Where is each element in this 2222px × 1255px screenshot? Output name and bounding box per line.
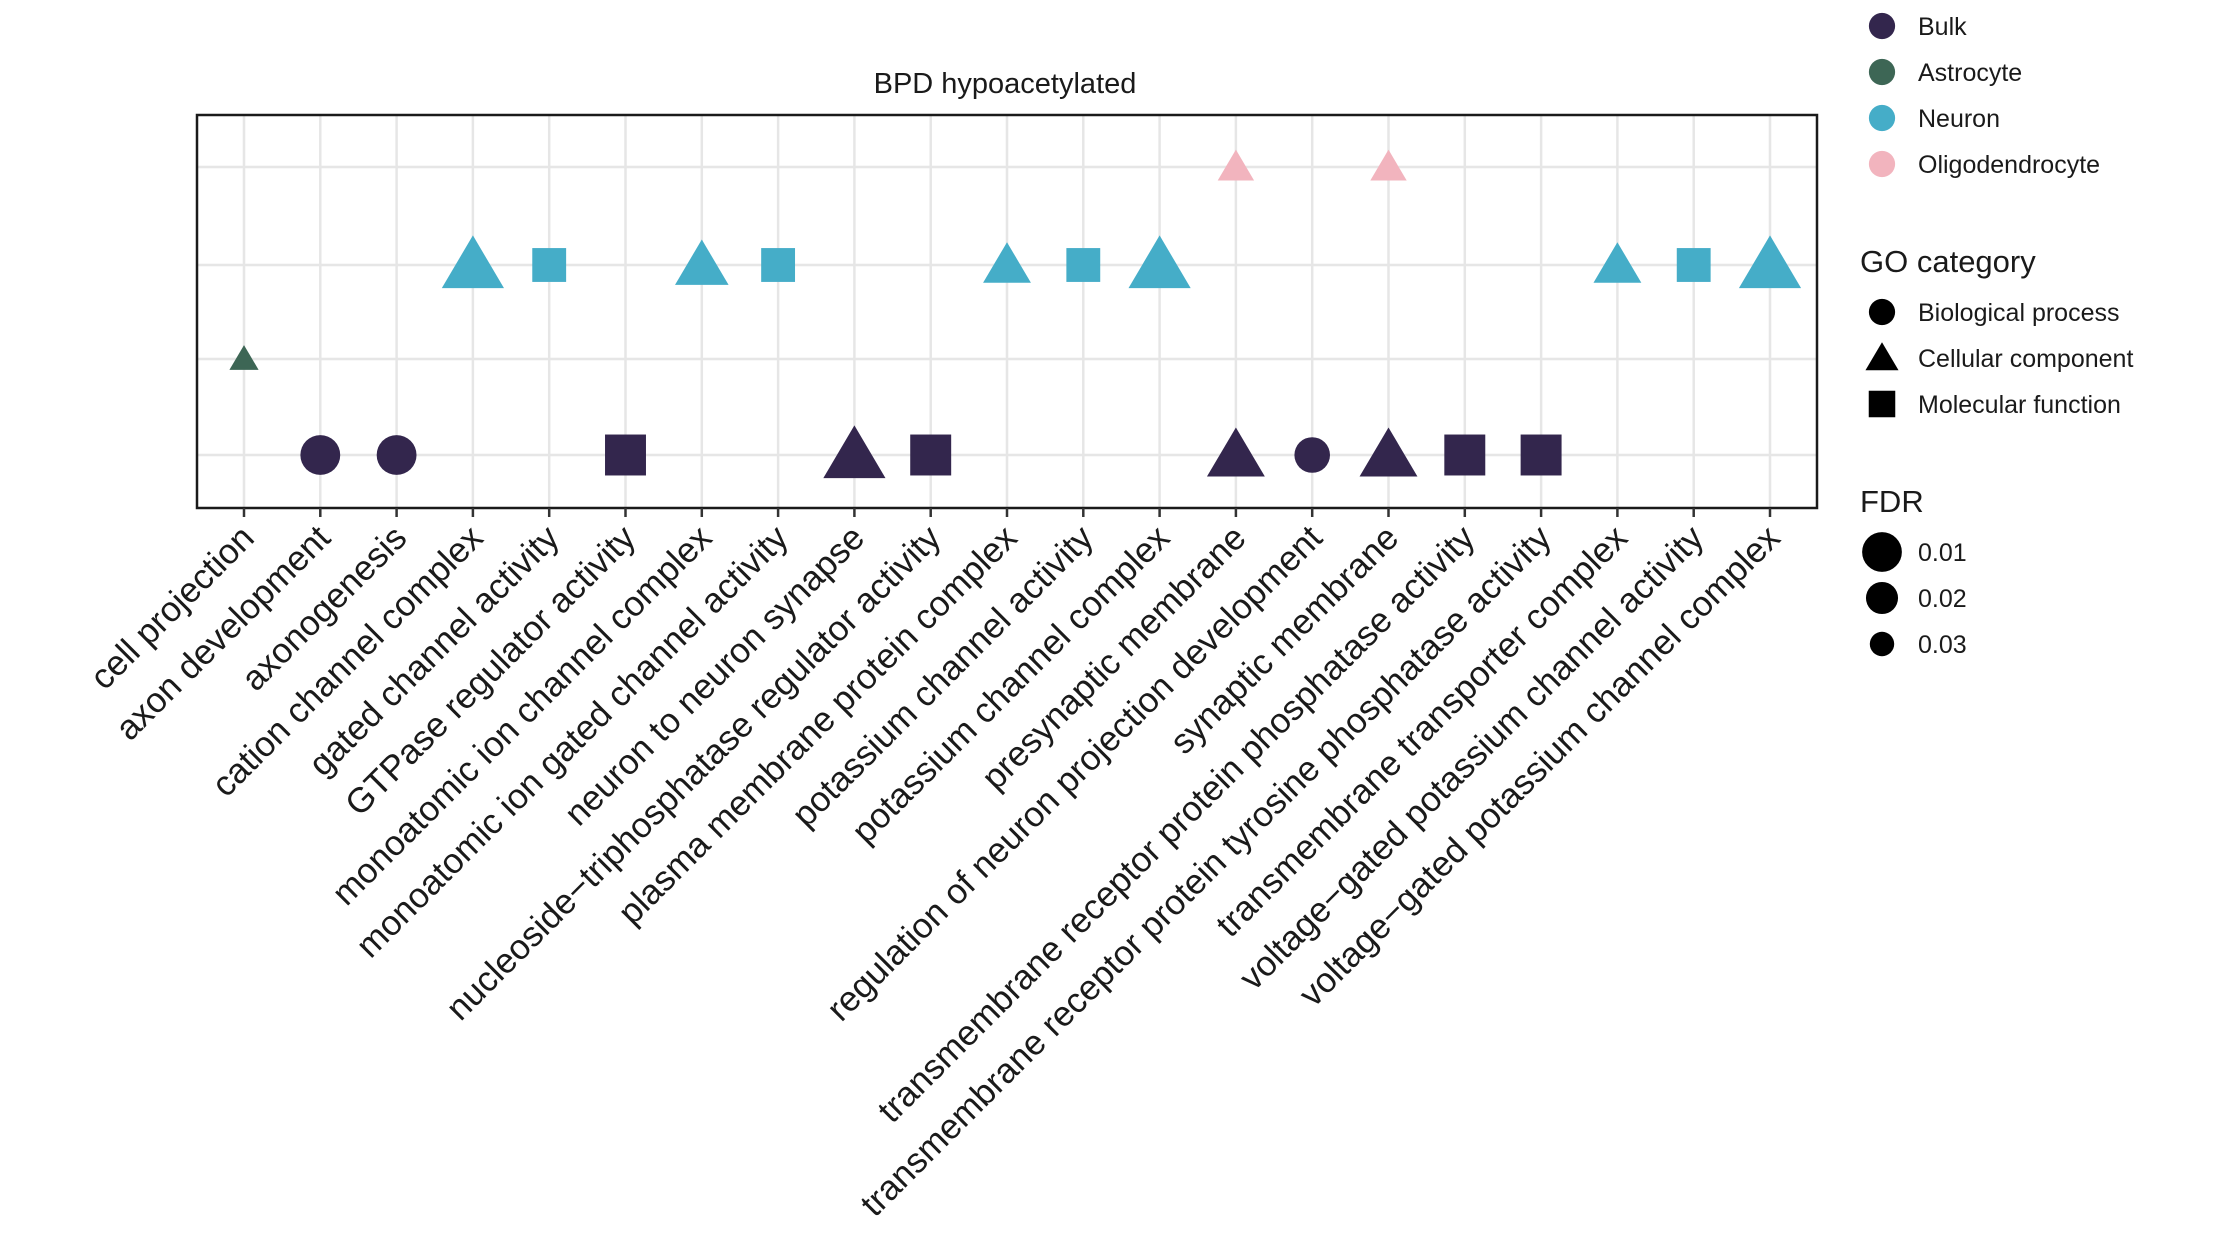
legend-key-circle [1868,58,1896,86]
legend-key-circle [1862,532,1902,572]
legend-title: FDR [1860,484,1924,519]
data-point-circle [376,435,417,475]
data-point-square [1676,248,1711,282]
data-point-triangle [1206,427,1265,477]
data-point-triangle [1217,149,1255,181]
legend-key-circle [1865,581,1899,615]
legend-key-square [1868,390,1896,418]
legend-label: Neuron [1918,105,2000,133]
data-point-triangle [983,242,1031,283]
legend-label: Oligodendrocyte [1918,151,2100,179]
data-point-triangle [1593,242,1642,283]
legend-key-triangle [1865,342,1899,371]
data-point-square [532,248,567,282]
data-point-triangle [441,235,504,289]
data-point-triangle [823,425,886,479]
chart-title: BPD hypoacetylated [874,68,1137,100]
data-point-triangle [1738,235,1802,289]
legend-label: 0.03 [1918,631,1967,659]
legend-label: 0.02 [1918,585,1967,613]
legend: Bulk Astrocyte Neuron Oligodendrocyte GO cat… [1860,12,2133,659]
data-point-triangle [229,345,259,370]
data-point-triangle [1128,235,1191,289]
data-point-circle [1294,437,1330,473]
legend-key-circle [1868,12,1896,40]
legend-label: Astrocyte [1918,59,2022,87]
data-point-square [1520,434,1562,476]
data-point-circle [300,435,341,475]
legend-label: 0.01 [1918,539,1967,567]
legend-key-circle [1868,298,1896,326]
legend-key-circle [1868,150,1896,178]
data-point-triangle [675,239,729,285]
data-point-triangle [1370,149,1407,181]
legend-key-circle [1869,631,1895,657]
data-points [229,149,1802,479]
data-point-square [1444,434,1486,476]
legend-key-circle [1868,104,1896,132]
legend-label: Cellular component [1918,345,2133,373]
grid-lines [197,115,1817,508]
data-point-square [761,248,796,282]
data-point-square [605,434,646,476]
data-point-square [910,434,952,476]
data-point-triangle [1359,427,1418,477]
data-point-square [1066,248,1101,282]
legend-label: Biological process [1918,299,2120,327]
legend-label: Molecular function [1918,391,2121,419]
legend-label: Bulk [1918,13,1967,41]
legend-title: GO category [1860,244,2036,279]
